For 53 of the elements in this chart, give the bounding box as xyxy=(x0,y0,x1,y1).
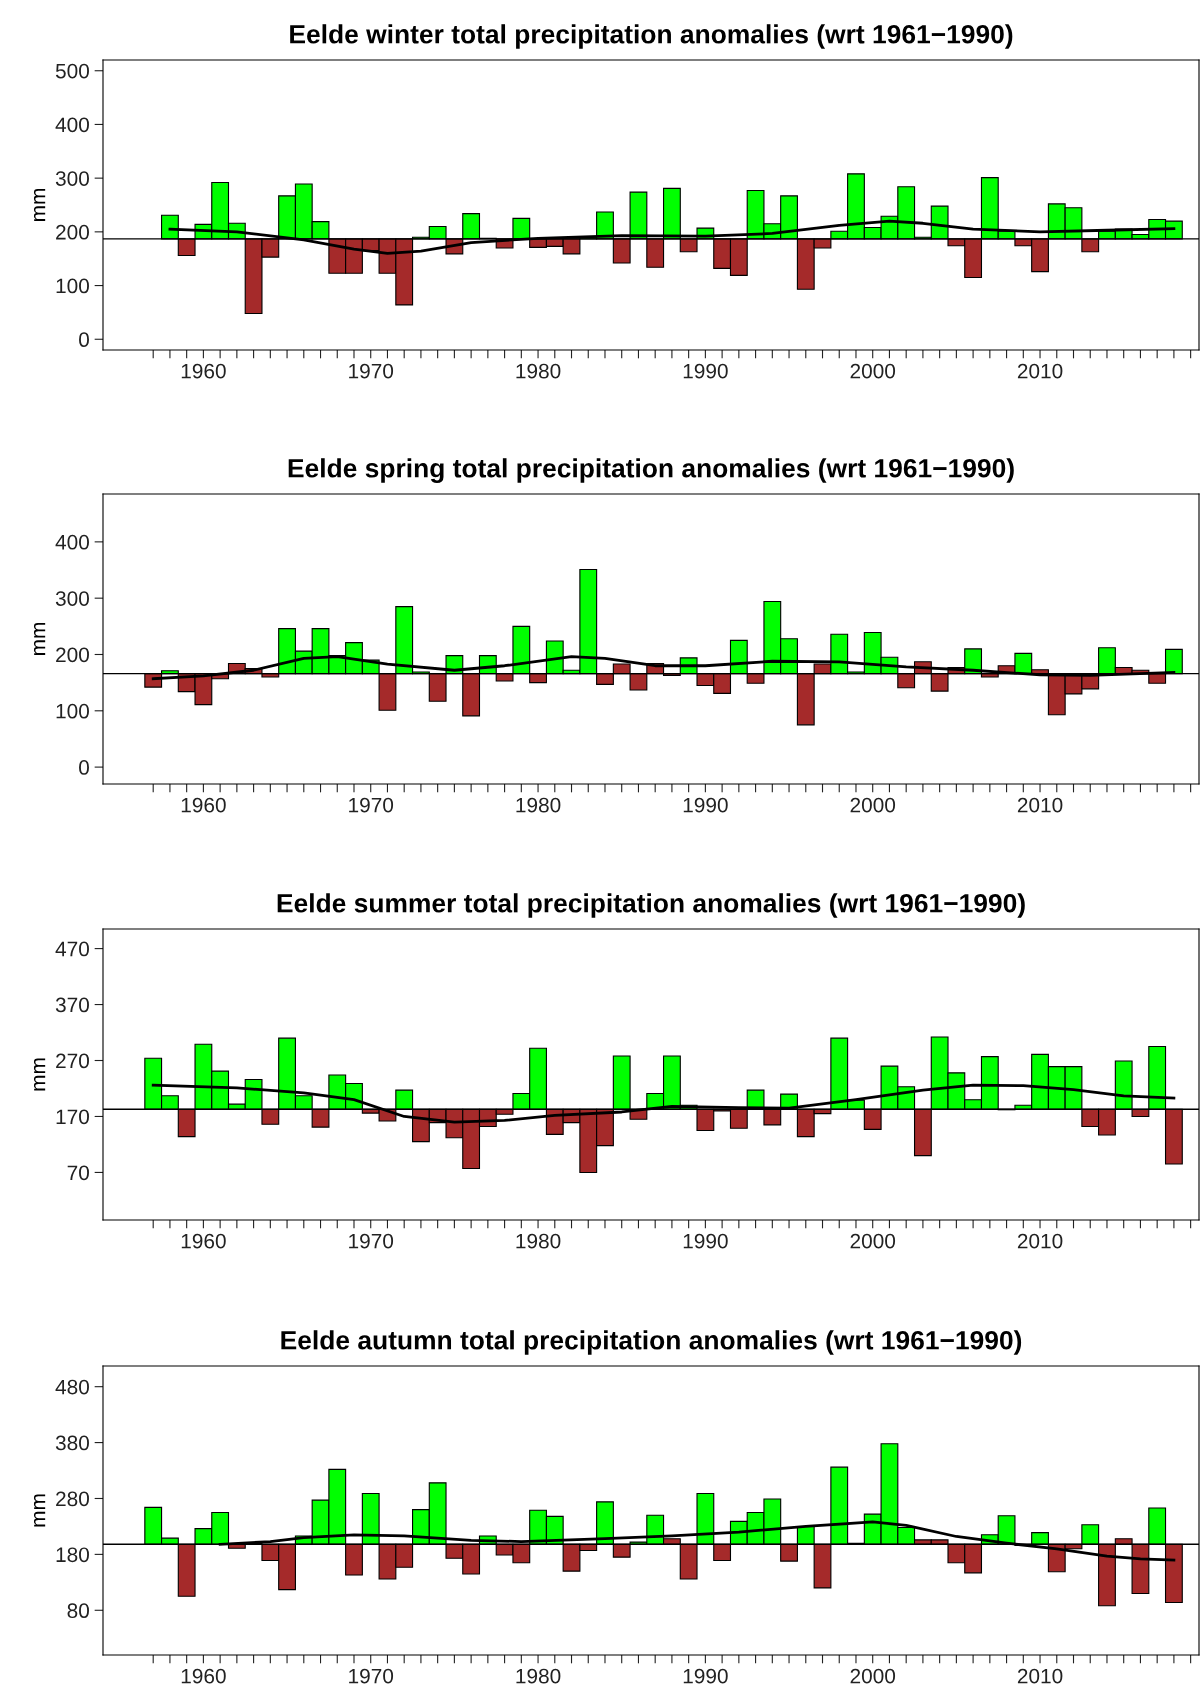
chart-title: Eelde autumn total precipitation anomalies (wrt 1961−1990) xyxy=(281,1330,1022,1355)
y-tick-label: 470 xyxy=(55,941,89,957)
y-tick-label: 80 xyxy=(67,1603,89,1619)
y-tick-label: 200 xyxy=(56,224,89,240)
x-tick-label: 2000 xyxy=(850,797,896,813)
y-axis-title: mm xyxy=(33,1058,46,1091)
x-tick-label: 1990 xyxy=(683,363,728,379)
x-tick-label: 1970 xyxy=(349,1233,394,1249)
x-tick-label: 2000 xyxy=(850,1668,896,1684)
y-tick-label: 280 xyxy=(56,1491,89,1507)
y-tick-label: 400 xyxy=(55,117,89,133)
y-tick-label: 200 xyxy=(56,647,89,663)
x-tick-label: 1980 xyxy=(516,797,561,813)
y-tick-label: 270 xyxy=(56,1053,89,1069)
x-tick-label: 2010 xyxy=(1017,1233,1063,1249)
x-tick-label: 1970 xyxy=(349,797,394,813)
x-tick-label: 1960 xyxy=(181,797,226,813)
x-tick-label: 1990 xyxy=(683,797,728,813)
y-tick-label: 300 xyxy=(55,171,89,186)
y-tick-label: 370 xyxy=(55,997,89,1013)
y-tick-label: 500 xyxy=(55,63,89,79)
x-tick-label: 1980 xyxy=(516,1668,561,1684)
y-tick-label: 70 xyxy=(67,1165,89,1181)
y-axis-title: mm xyxy=(33,623,46,655)
x-tick-label: 1960 xyxy=(181,1668,226,1684)
x-tick-label: 1990 xyxy=(683,1233,728,1249)
chart-title: Eelde summer total precipitation anomalies (wrt 1961−1990) xyxy=(277,893,1025,918)
chart-title: Eelde spring total precipitation anomalies (wrt 1961−1990) xyxy=(288,458,1014,483)
y-tick-label: 380 xyxy=(55,1435,89,1451)
x-tick-label: 1980 xyxy=(516,1233,561,1249)
y-tick-label: 0 xyxy=(79,760,89,775)
y-tick-label: 100 xyxy=(56,703,89,719)
y-tick-label: 400 xyxy=(55,534,89,550)
x-tick-label: 1970 xyxy=(349,363,394,379)
chart-title: Eelde winter total precipitation anomalies (wrt 1961−1990) xyxy=(290,24,1013,49)
x-tick-label: 2010 xyxy=(1017,797,1063,813)
x-tick-label: 2000 xyxy=(850,363,896,379)
y-axis-title: mm xyxy=(33,1494,46,1527)
x-tick-label: 1960 xyxy=(181,363,226,379)
x-tick-label: 1960 xyxy=(181,1233,226,1249)
y-tick-label: 300 xyxy=(55,591,89,606)
y-tick-label: 100 xyxy=(56,278,89,294)
y-tick-label: 180 xyxy=(56,1547,89,1563)
x-tick-label: 1970 xyxy=(349,1668,394,1684)
x-tick-label: 2010 xyxy=(1017,1668,1063,1684)
y-axis-title: mm xyxy=(33,189,46,221)
x-tick-label: 2010 xyxy=(1017,363,1063,379)
y-tick-label: 0 xyxy=(79,332,89,348)
x-tick-label: 1990 xyxy=(683,1668,728,1684)
x-tick-label: 1980 xyxy=(516,363,561,379)
y-tick-label: 480 xyxy=(55,1379,89,1395)
y-tick-label: 170 xyxy=(56,1109,89,1125)
x-tick-label: 2000 xyxy=(850,1233,896,1249)
